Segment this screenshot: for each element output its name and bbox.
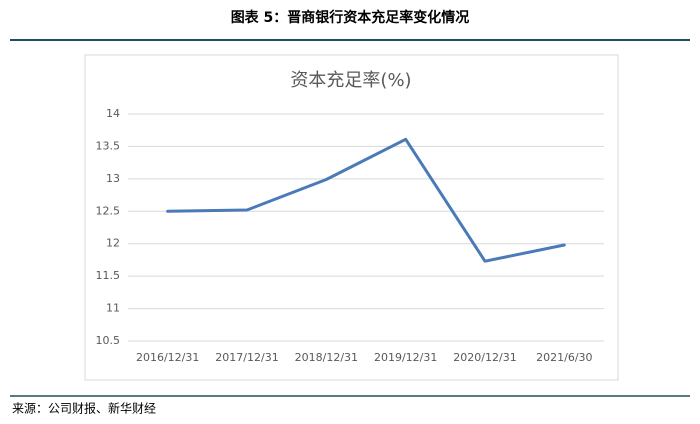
chart-frame [84,54,619,381]
y-tick-label: 14 [106,107,120,120]
chart-title: 资本充足率(%) [290,70,411,91]
x-tick-label: 2016/12/31 [136,351,199,364]
y-tick-label: 13 [106,172,120,185]
x-tick-label: 2021/6/30 [536,351,592,364]
x-tick-label: 2019/12/31 [374,351,437,364]
y-tick-label: 12.5 [96,204,121,217]
x-tick-label: 2020/12/31 [453,351,516,364]
y-tick-label: 11 [106,302,120,315]
y-tick-label: 12 [106,237,120,250]
figure-caption: 图表 5：晋商银行资本充足率变化情况 [231,9,470,26]
y-tick-label: 13.5 [96,139,121,152]
x-tick-label: 2018/12/31 [295,351,358,364]
data-line [166,137,566,263]
x-tick-label: 2017/12/31 [215,351,278,364]
y-tick-label: 10.5 [96,334,121,347]
y-tick-label: 11.5 [96,269,121,282]
source-note: 来源：公司财报、新华财经 [12,401,156,416]
